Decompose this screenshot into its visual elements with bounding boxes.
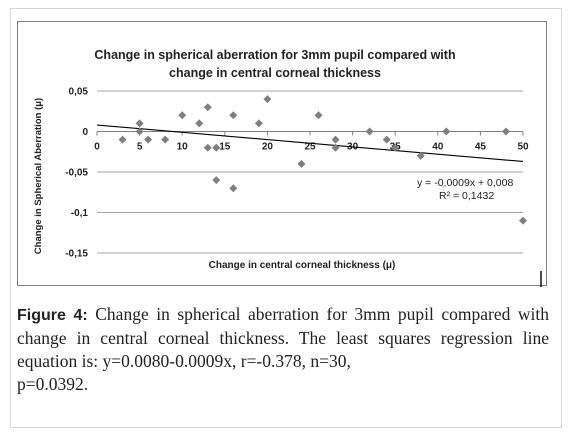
data-point [382,135,391,144]
x-tick-label: 40 [432,142,444,153]
data-point [118,135,127,144]
x-axis-label: Change in central corneal thickness (μ) [209,260,396,271]
r-squared-label: R² = 0,1432 [439,190,494,202]
caption-text: Change in spherical aberration for 3mm p… [17,304,550,371]
data-point [501,127,510,136]
data-point [229,184,238,193]
chart-title-line-1: Change in spherical aberration for 3mm p… [94,48,456,62]
data-point [203,143,212,152]
data-point [442,127,451,136]
x-tick-label: 50 [517,142,529,153]
data-point [135,119,144,128]
data-point [263,95,272,104]
data-point [254,119,263,128]
data-point [331,143,340,152]
x-tick-label: 25 [304,142,316,153]
data-point [519,216,527,225]
y-tick-label: -0,15 [65,249,88,260]
chart-title-line-2: change in central corneal thickness [169,66,381,80]
data-point [416,151,425,160]
data-point [391,143,400,152]
figure-frame [10,8,562,428]
data-point [365,127,374,136]
caption-label: Figure 4: [17,307,88,324]
data-point [144,135,153,144]
data-point [212,176,221,185]
scatter-plot: 0,050-0,05-0,1-0,15 05101520253035404550… [33,87,542,287]
figure-caption: Figure 4: Change in spherical aberration… [17,303,549,396]
x-tick-label: 5 [137,142,143,153]
x-tick-label: 10 [177,142,189,153]
caption-last-line: p=0.0392. [17,374,89,394]
y-tick-label: -0,1 [71,208,89,219]
y-tick-label: 0,05 [69,87,89,98]
trendline [96,124,524,163]
trendline-equation-label: y = -0,0009x + 0,008 [417,177,513,189]
x-tick-label: 20 [262,142,274,153]
data-point [314,111,323,120]
y-tick-label: 0 [82,127,88,138]
data-point [331,135,340,144]
data-point [297,159,306,168]
data-point [203,103,212,112]
chart-area [17,21,547,286]
data-point [195,119,204,128]
y-tick-labels: 0,05 0 -0,05 -0,1 -0,15 [65,87,88,260]
data-point [178,111,187,120]
x-axis [96,131,524,136]
x-tick-label: 0 [94,142,100,153]
y-tick-label: -0,05 [65,168,88,179]
data-markers [118,95,527,225]
gridlines [97,90,523,254]
y-axis-label: Change in Spherical Aberration (μ) [33,98,44,254]
data-point [161,135,170,144]
data-point [229,111,238,120]
data-point [212,143,221,152]
x-tick-label: 45 [475,142,487,153]
x-tick-label: 15 [219,142,231,153]
data-point [135,127,144,136]
